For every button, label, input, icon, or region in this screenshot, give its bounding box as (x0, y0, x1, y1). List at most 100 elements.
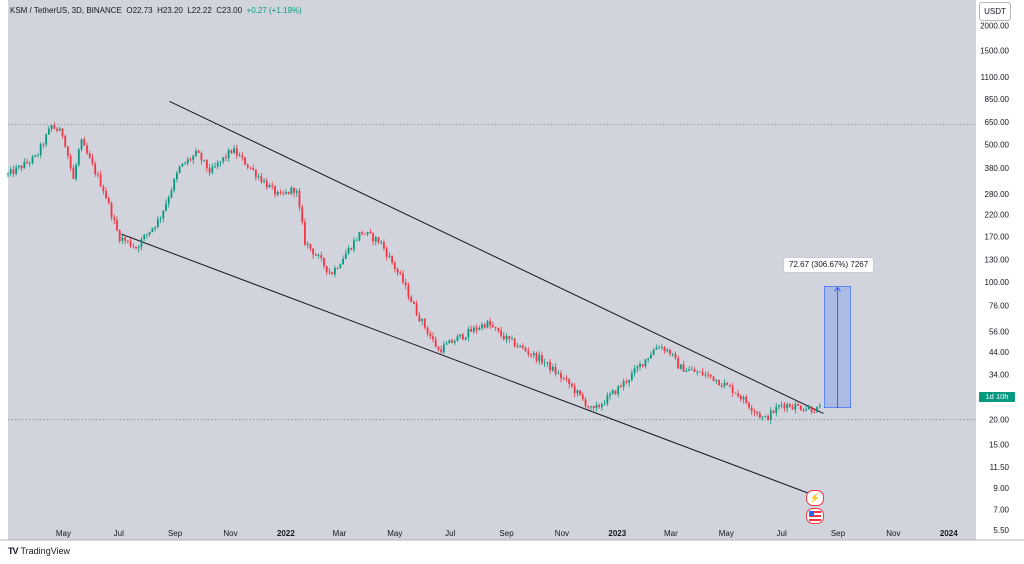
candle-body (636, 366, 639, 369)
candle-body (442, 344, 445, 353)
candle-body (227, 149, 230, 158)
candle-body (497, 328, 500, 331)
open-value: 22.73 (132, 6, 153, 15)
candle-body (500, 330, 502, 336)
candle-body (246, 164, 249, 168)
close-value: 23.00 (222, 6, 243, 15)
candle-body (595, 404, 598, 409)
currency-button[interactable]: USDT (979, 2, 1011, 21)
candle-body (707, 374, 710, 376)
lightning-icon[interactable]: ⚡ (806, 490, 824, 506)
candle-body (679, 364, 682, 369)
candle-body (429, 333, 432, 337)
candle-body (162, 210, 165, 219)
candle-body (116, 219, 118, 231)
candle-body (647, 358, 650, 360)
x-tick-label: Nov (886, 529, 900, 538)
y-tick-label: 500.00 (985, 140, 1010, 149)
candle-body (306, 243, 309, 245)
y-tick-label: 380.00 (985, 164, 1010, 173)
candle-body (786, 404, 789, 409)
candle-body (600, 404, 603, 408)
candle-body (15, 167, 18, 174)
high-label: H (157, 6, 163, 15)
y-tick-label: 2000.00 (980, 22, 1009, 31)
symbol-legend[interactable]: KSM / TetherUS, 3D, BINANCE O22.73 H23.2… (10, 6, 302, 15)
candle-body (377, 237, 380, 243)
candle-body (639, 364, 641, 367)
candle-body (105, 190, 107, 199)
candle-body (546, 361, 549, 363)
candle-body (628, 379, 631, 383)
candle-body (102, 186, 105, 191)
candle-body (797, 404, 799, 406)
candle-body (184, 163, 186, 165)
candle-body (764, 416, 767, 417)
y-tick-label: 9.00 (993, 484, 1009, 493)
candle-body (268, 185, 271, 188)
us-flag-icon[interactable] (806, 508, 824, 524)
candle-body (560, 373, 562, 379)
candle-body (110, 202, 113, 218)
candle-body (410, 297, 413, 302)
candle-body (342, 258, 344, 265)
candle-body (94, 163, 97, 175)
candle-body (524, 347, 527, 351)
candle-body (704, 374, 707, 376)
x-tick-label: Nov (555, 529, 569, 538)
bar-countdown: 1d 10h (979, 392, 1015, 402)
candle-body (328, 271, 331, 273)
candle-body (799, 405, 802, 410)
candle-body (374, 237, 377, 242)
close-label: C (216, 6, 223, 15)
candle-body (265, 180, 268, 188)
candle-body (535, 352, 538, 361)
candle-body (271, 185, 274, 187)
candle-body (205, 159, 208, 169)
y-tick-label: 15.00 (989, 440, 1010, 449)
candle-body (780, 404, 783, 406)
candle-body (720, 385, 723, 387)
candle-body (317, 255, 320, 256)
tradingview-brand[interactable]: TV TradingView (8, 546, 70, 556)
candle-body (652, 349, 655, 355)
trendline[interactable] (169, 100, 824, 414)
symbol-title: KSM / TetherUS, 3D, BINANCE (10, 6, 122, 15)
candle-body (99, 174, 102, 187)
candle-body (241, 155, 244, 158)
candle-body (767, 416, 769, 420)
candle-body (570, 384, 573, 387)
y-tick-label: 7.00 (993, 505, 1009, 514)
candle-body (181, 163, 184, 167)
candle-body (47, 128, 50, 135)
candle-body (219, 161, 222, 163)
candle-body (282, 192, 285, 194)
candle-body (467, 328, 470, 338)
candle-body (235, 148, 238, 156)
candle-body (655, 347, 658, 350)
candle-body (660, 347, 663, 348)
candle-body (516, 346, 519, 348)
candle-body (293, 187, 295, 193)
candle-body (208, 168, 211, 173)
price-axis[interactable] (976, 0, 1024, 540)
candle-body (393, 262, 396, 269)
candle-body (216, 162, 219, 167)
candle-body (274, 186, 276, 195)
candle-body (366, 232, 369, 235)
candle-body (167, 197, 170, 204)
trendline[interactable] (121, 233, 820, 498)
candle-body (175, 172, 178, 180)
candle-body (58, 128, 61, 131)
candle-body (391, 255, 394, 263)
candle-body (622, 381, 625, 387)
candle-body (252, 168, 255, 170)
candle-body (118, 230, 121, 242)
candle-body (249, 167, 252, 169)
candle-body (9, 169, 12, 174)
candle-body (579, 390, 581, 395)
candle-body (432, 336, 434, 340)
candle-body (541, 355, 543, 363)
candle-body (402, 273, 404, 283)
